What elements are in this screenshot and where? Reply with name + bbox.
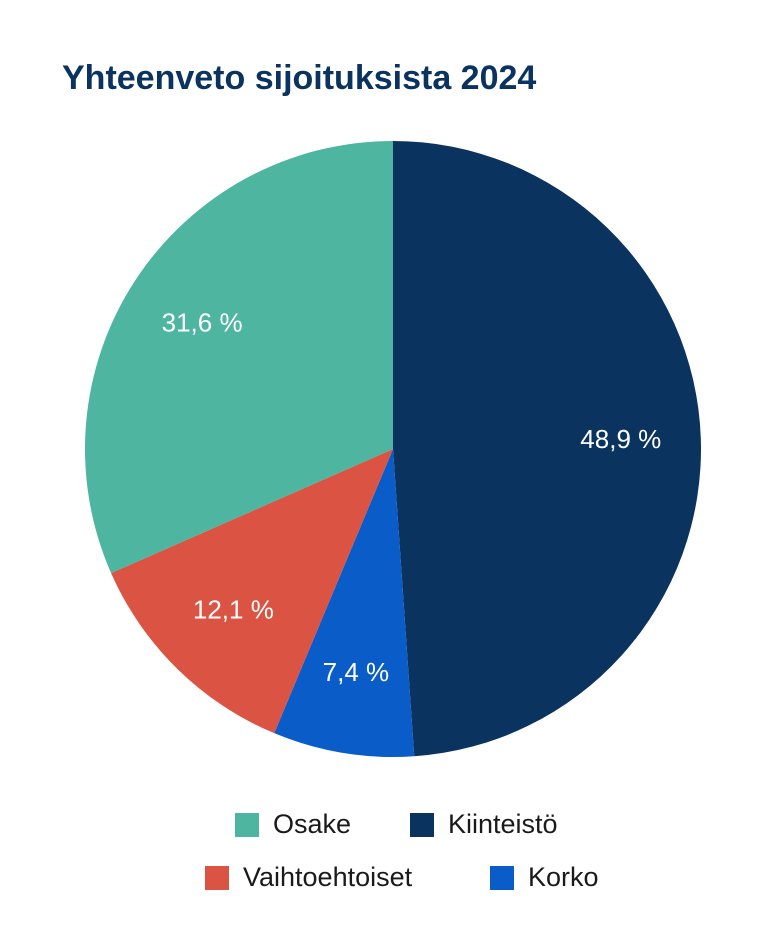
pie-slice <box>274 449 415 757</box>
pie-slice <box>111 449 394 734</box>
chart-title: Yhteenveto sijoituksista 2024 <box>62 59 536 97</box>
legend-swatch <box>235 813 259 837</box>
slice-label: 31,6 % <box>162 307 243 337</box>
legend-label: Vaihtoehtoiset <box>243 862 413 892</box>
pie-slice <box>393 140 702 757</box>
legend-swatch <box>410 813 434 837</box>
slice-label: 48,9 % <box>580 424 661 454</box>
legend-label: Kiinteistö <box>448 809 558 839</box>
legend-label: Korko <box>528 862 599 892</box>
legend-label: Osake <box>273 809 351 839</box>
slice-label: 12,1 % <box>193 595 274 625</box>
slice-label: 7,4 % <box>323 657 390 687</box>
pie-slice <box>85 141 393 574</box>
legend-swatch <box>490 866 514 890</box>
legend-swatch <box>205 866 229 890</box>
